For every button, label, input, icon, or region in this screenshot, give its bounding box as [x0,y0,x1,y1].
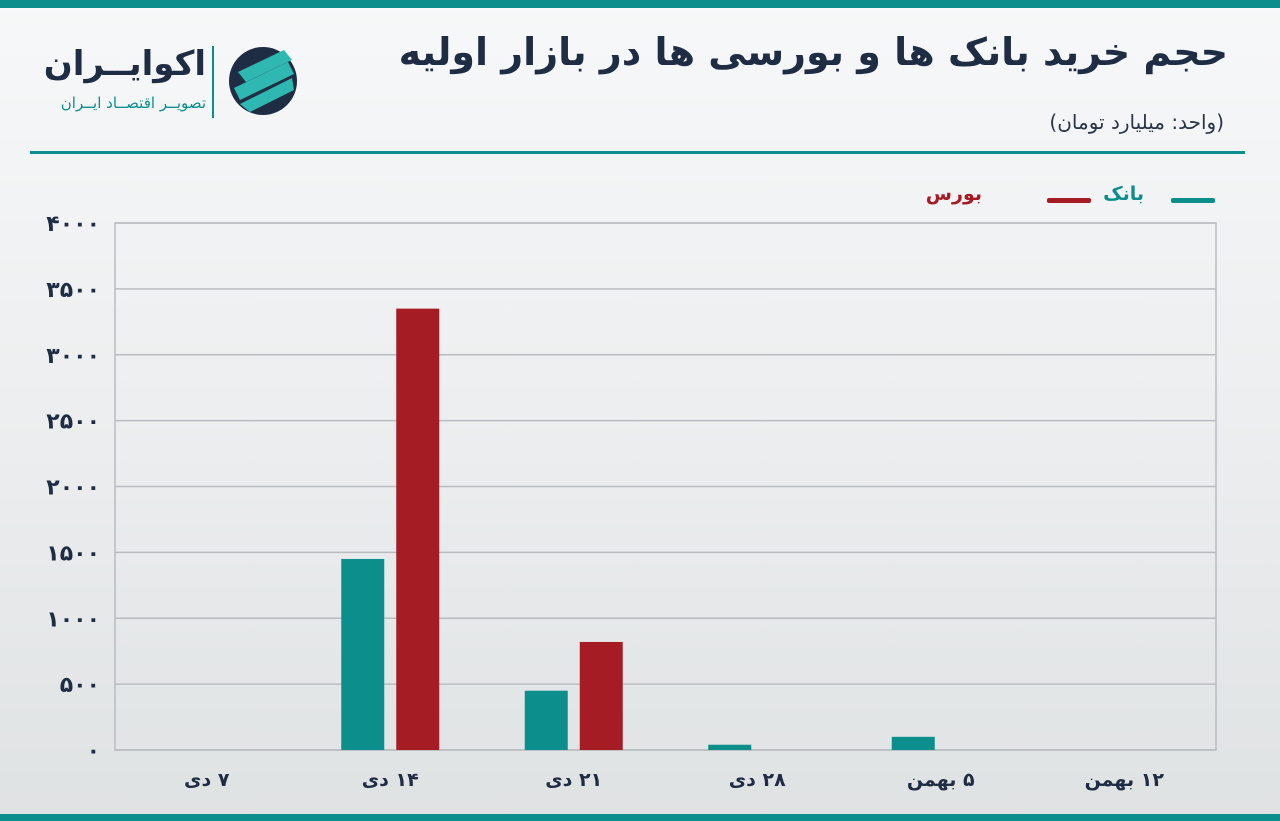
chart-title: حجم خرید بانک ها و بورسی ها در بازار اول… [398,30,1228,74]
x-tick-label: ۵ بهمن [907,769,975,791]
y-tick-label: ۳۰۰۰ [46,344,100,369]
bottom-accent-bar [0,814,1280,821]
logo-name: اکوایــران [43,44,206,84]
logo-mark-icon [229,47,297,115]
top-accent-bar [0,0,1280,8]
legend-label-bourse: بورس [925,183,982,205]
logo-divider [212,46,214,118]
x-tick-label: ۱۴ دی [362,769,419,791]
x-tick-label: ۲۸ دی [729,769,786,791]
y-axis: ۰ ۵۰۰ ۱۰۰۰ ۱۵۰۰ ۲۰۰۰ ۲۵۰۰ ۳۰۰۰ ۳۵۰۰ ۴۰۰۰ [46,212,100,764]
y-tick-label: ۳۵۰۰ [46,278,100,303]
x-tick-label: ۱۲ بهمن [1085,769,1165,791]
bar-bourse [396,308,440,750]
y-tick-label: ۴۰۰۰ [46,212,100,237]
bar-bourse [579,641,623,750]
bars [341,308,935,750]
logo-tagline: تصویــر اقتصــاد ایــران [60,94,206,112]
y-tick-label: ۰ [87,739,100,764]
x-axis: ۷ دی ۱۴ دی ۲۱ دی ۲۸ دی ۵ بهمن ۱۲ بهمن [184,769,1164,791]
bar-bank [524,690,568,750]
x-tick-label: ۷ دی [184,769,230,791]
legend-swatch-bank [1171,198,1215,203]
logo: اکوایــران تصویــر اقتصــاد ایــران [43,40,306,130]
chart-unit-label: (واحد: میلیارد تومان) [1049,110,1224,134]
bar-bank [341,558,385,750]
y-tick-label: ۱۵۰۰ [46,541,100,566]
y-tick-label: ۱۰۰۰ [46,607,100,632]
bar-bank [891,736,935,750]
y-tick-label: ۲۰۰۰ [46,476,100,501]
x-tick-label: ۲۱ دی [545,769,602,791]
legend-swatch-bourse [1047,198,1091,203]
bar-bank [708,744,752,750]
header-divider [30,151,1245,154]
y-tick-label: ۲۵۰۰ [46,410,100,435]
y-tick-label: ۵۰۰ [60,673,100,698]
grid-lines [114,222,1217,751]
legend-label-bank: بانک [1103,183,1144,205]
